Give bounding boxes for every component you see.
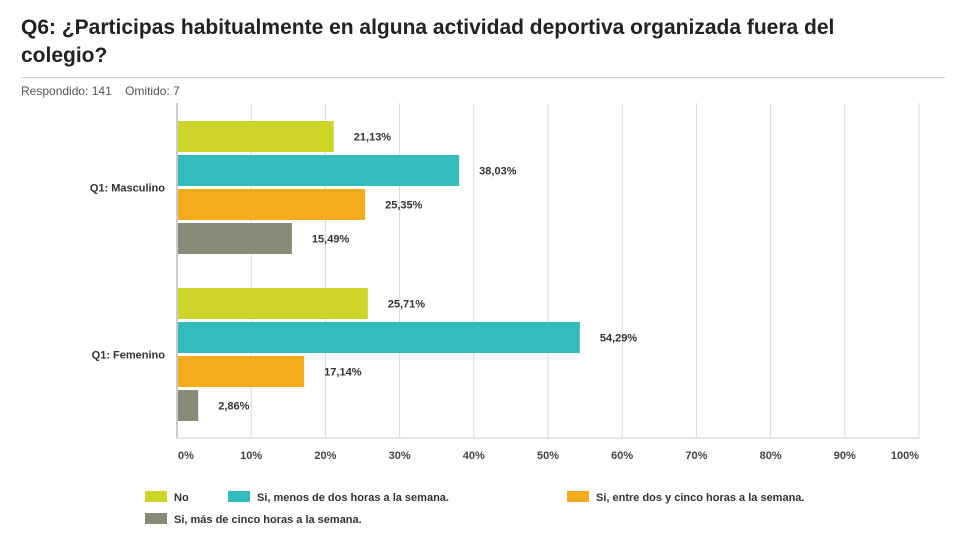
x-tick-label: 20% (314, 450, 336, 462)
bar (178, 288, 368, 319)
category-label: Q1: Masculino (90, 183, 165, 195)
title-divider (21, 77, 945, 78)
data-label: 25,35% (385, 200, 423, 212)
answered-count: Respondido: 141 (21, 84, 112, 98)
x-tick-label: 100% (891, 450, 919, 462)
x-tick-label: 70% (685, 450, 707, 462)
x-tick-label: 90% (834, 450, 856, 462)
x-tick-label: 10% (240, 450, 262, 462)
response-summary: Respondido: 141 Omitido: 7 (21, 84, 190, 98)
data-label: 21,13% (354, 132, 392, 144)
bar (178, 121, 334, 152)
x-tick-label: 50% (537, 450, 559, 462)
x-tick-label: 60% (611, 450, 633, 462)
question-title: Q6: ¿Participas habitualmente en alguna … (21, 16, 835, 67)
bar (178, 390, 199, 421)
x-tick-label: 40% (463, 450, 485, 462)
legend-item: Si, más de cinco horas a la semana. (174, 514, 362, 526)
legend-item: No (174, 492, 189, 504)
data-label: 25,71% (388, 299, 426, 311)
legend-item: Si, entre dos y cinco horas a la semana. (596, 492, 804, 504)
x-tick-label: 80% (760, 450, 782, 462)
x-tick-label: 30% (389, 450, 411, 462)
data-label: 15,49% (312, 234, 350, 246)
legend-swatch (145, 491, 167, 502)
legend-swatch (228, 491, 250, 502)
data-label: 17,14% (324, 367, 362, 379)
data-label: 2,86% (218, 401, 249, 413)
legend-swatch (145, 513, 167, 524)
bar (178, 223, 292, 254)
skipped-count: Omitido: 7 (125, 84, 180, 98)
bar (178, 356, 305, 387)
bar (178, 155, 460, 186)
data-label: 54,29% (600, 333, 638, 345)
data-label: 38,03% (479, 166, 517, 178)
x-tick-label: 0% (178, 450, 194, 462)
legend-swatch (567, 491, 589, 502)
category-label: Q1: Femenino (92, 350, 166, 362)
legend-item: Si, menos de dos horas a la semana. (257, 492, 449, 504)
bar (178, 322, 580, 353)
bar (178, 189, 366, 220)
